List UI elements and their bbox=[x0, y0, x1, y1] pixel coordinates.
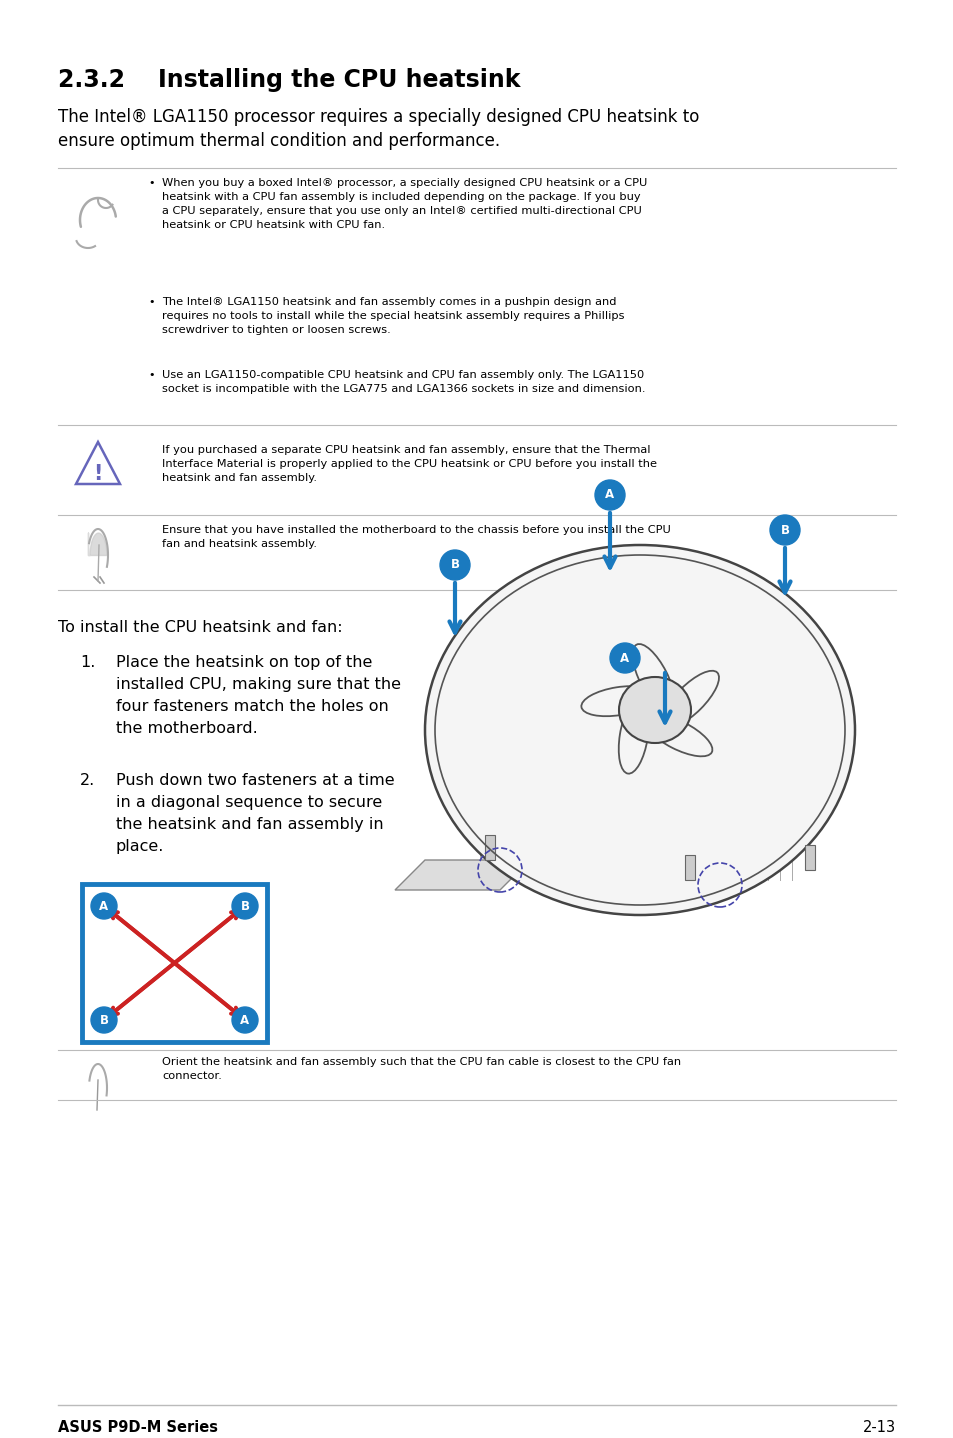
Text: A: A bbox=[619, 651, 629, 664]
Text: 2.: 2. bbox=[80, 774, 95, 788]
Text: •: • bbox=[148, 178, 154, 188]
Text: To install the CPU heatsink and fan:: To install the CPU heatsink and fan: bbox=[58, 620, 342, 636]
Text: Use an LGA1150-compatible CPU heatsink and CPU fan assembly only. The LGA1150
so: Use an LGA1150-compatible CPU heatsink a… bbox=[162, 370, 645, 394]
Text: The Intel® LGA1150 processor requires a specially designed CPU heatsink to: The Intel® LGA1150 processor requires a … bbox=[58, 108, 699, 127]
Text: 2-13: 2-13 bbox=[862, 1419, 895, 1435]
Circle shape bbox=[439, 549, 470, 580]
Text: A: A bbox=[99, 900, 109, 913]
Bar bbox=[484, 835, 495, 860]
Text: ensure optimum thermal condition and performance.: ensure optimum thermal condition and per… bbox=[58, 132, 499, 150]
Text: When you buy a boxed Intel® processor, a specially designed CPU heatsink or a CP: When you buy a boxed Intel® processor, a… bbox=[162, 178, 647, 230]
Text: 2.3.2    Installing the CPU heatsink: 2.3.2 Installing the CPU heatsink bbox=[58, 68, 520, 92]
Text: B: B bbox=[450, 558, 459, 571]
Circle shape bbox=[232, 1007, 257, 1032]
Text: ASUS P9D-M Series: ASUS P9D-M Series bbox=[58, 1419, 218, 1435]
Ellipse shape bbox=[618, 677, 690, 743]
Text: Place the heatsink on top of the
installed CPU, making sure that the
four fasten: Place the heatsink on top of the install… bbox=[116, 654, 400, 736]
Text: The Intel® LGA1150 heatsink and fan assembly comes in a pushpin design and
requi: The Intel® LGA1150 heatsink and fan asse… bbox=[162, 298, 624, 335]
Polygon shape bbox=[395, 860, 530, 890]
Text: B: B bbox=[99, 1014, 109, 1027]
Bar bbox=[804, 846, 814, 870]
Ellipse shape bbox=[424, 545, 854, 915]
Text: Orient the heatsink and fan assembly such that the CPU fan cable is closest to t: Orient the heatsink and fan assembly suc… bbox=[162, 1057, 680, 1081]
Text: !: ! bbox=[93, 464, 103, 485]
Circle shape bbox=[91, 893, 117, 919]
Text: B: B bbox=[240, 900, 250, 913]
Circle shape bbox=[769, 515, 800, 545]
Circle shape bbox=[609, 643, 639, 673]
Text: •: • bbox=[148, 298, 154, 306]
Bar bbox=[684, 856, 695, 880]
Text: Ensure that you have installed the motherboard to the chassis before you install: Ensure that you have installed the mothe… bbox=[162, 525, 670, 549]
Text: 1.: 1. bbox=[80, 654, 95, 670]
Text: If you purchased a separate CPU heatsink and fan assembly, ensure that the Therm: If you purchased a separate CPU heatsink… bbox=[162, 444, 657, 483]
Circle shape bbox=[91, 1007, 117, 1032]
Circle shape bbox=[232, 893, 257, 919]
Text: Push down two fasteners at a time
in a diagonal sequence to secure
the heatsink : Push down two fasteners at a time in a d… bbox=[116, 774, 395, 854]
Text: A: A bbox=[605, 489, 614, 502]
Text: •: • bbox=[148, 370, 154, 380]
FancyBboxPatch shape bbox=[82, 884, 267, 1043]
Circle shape bbox=[595, 480, 624, 510]
Text: B: B bbox=[780, 523, 789, 536]
Text: A: A bbox=[240, 1014, 250, 1027]
